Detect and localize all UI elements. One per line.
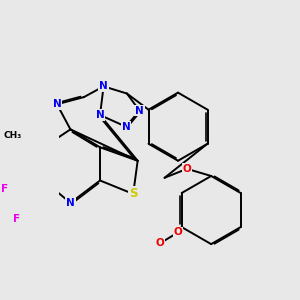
Text: S: S bbox=[129, 188, 137, 200]
Text: N: N bbox=[122, 122, 130, 132]
Text: O: O bbox=[156, 238, 164, 248]
Text: N: N bbox=[66, 198, 75, 208]
Text: N: N bbox=[52, 99, 62, 109]
Text: F: F bbox=[2, 184, 9, 194]
Text: O: O bbox=[174, 227, 182, 238]
Text: F: F bbox=[13, 214, 20, 224]
Text: N: N bbox=[99, 81, 108, 92]
Text: N: N bbox=[135, 106, 144, 116]
Text: O: O bbox=[183, 164, 191, 174]
Text: CH₃: CH₃ bbox=[3, 131, 22, 140]
Text: N: N bbox=[96, 110, 104, 120]
